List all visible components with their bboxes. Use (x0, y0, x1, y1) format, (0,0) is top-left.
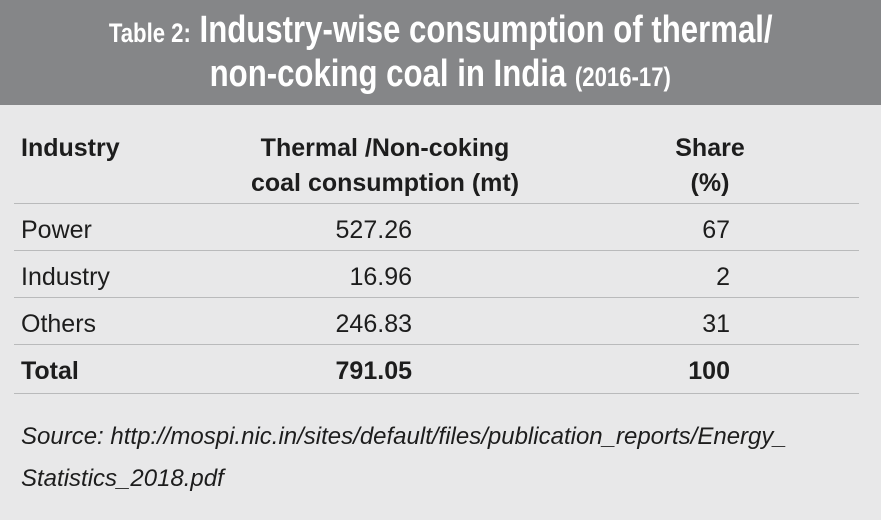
row-divider (14, 203, 859, 204)
row-divider (14, 297, 859, 298)
row-industry-share: 2 (716, 263, 730, 291)
row-divider (14, 344, 859, 345)
row-total-consumption: 791.05 (335, 357, 412, 385)
table-title-banner: Table 2: Industry-wise consumption of th… (0, 0, 881, 105)
column-header-consumption-line-1: Thermal /Non-coking (260, 134, 510, 162)
title-line-2: non-coking coal in India (2016-17) (0, 52, 881, 99)
row-divider (14, 393, 859, 394)
row-power-industry: Power (21, 216, 92, 244)
table-number: Table 2: (108, 18, 191, 48)
row-divider (14, 250, 859, 251)
row-others-share: 31 (702, 310, 730, 338)
column-header-industry: Industry (21, 134, 120, 162)
title-line-1: Table 2: Industry-wise consumption of th… (0, 8, 881, 55)
row-others-industry: Others (21, 310, 97, 338)
row-total-industry: Total (21, 357, 79, 385)
title-text-1: Industry-wise consumption of thermal/ (199, 9, 773, 51)
row-industry-industry: Industry (21, 263, 110, 291)
row-total-share: 100 (688, 357, 730, 385)
column-header-share-line-1: Share (675, 134, 745, 162)
row-power-consumption: 527.26 (335, 216, 412, 244)
column-header-consumption-line-2: coal consumption (mt) (250, 169, 520, 197)
title-text-2: non-coking coal in India (209, 53, 567, 95)
source-line-2: Statistics_2018.pdf (21, 465, 224, 492)
title-year: (2016-17) (575, 62, 672, 92)
source-line-1: Source: http://mospi.nic.in/sites/defaul… (21, 423, 787, 450)
row-power-share: 67 (702, 216, 730, 244)
row-others-consumption: 246.83 (335, 310, 412, 338)
row-industry-consumption: 16.96 (349, 263, 412, 291)
column-header-share-line-2: (%) (690, 169, 730, 197)
